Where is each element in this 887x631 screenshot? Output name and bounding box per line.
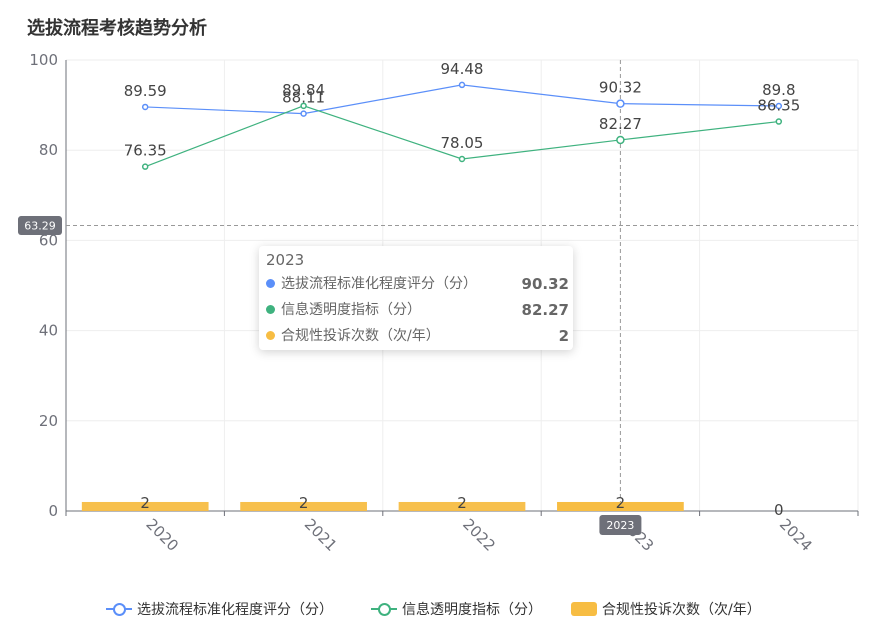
data-label: 89.59 — [124, 82, 167, 100]
crosshair-x-label: 2023 — [606, 519, 634, 532]
legend-item-score[interactable]: 选拔流程标准化程度评分（分） — [106, 597, 333, 621]
tooltip: 2023 选拔流程标准化程度评分（分） 90.32 信息透明度指标（分） 82.… — [259, 246, 573, 350]
bar — [240, 501, 367, 511]
y-tick-label: 0 — [48, 502, 58, 520]
data-point — [300, 102, 307, 110]
data-label: 88.11 — [282, 89, 325, 107]
data-point — [300, 110, 307, 117]
tooltip-row-value: 90.32 — [521, 275, 569, 293]
x-tick-label: 2021 — [301, 515, 341, 555]
y-tick-label: 60 — [39, 231, 58, 249]
chart-title: 选拔流程考核趋势分析 — [27, 18, 207, 39]
legend-bar-icon — [571, 602, 597, 616]
tooltip-row-value: 2 — [558, 327, 569, 345]
x-tick-label: 2024 — [776, 515, 816, 555]
crosshair-y-badge — [18, 216, 62, 236]
bar — [81, 501, 209, 511]
legend-line-icon — [106, 602, 132, 616]
data-label: 90.32 — [599, 79, 642, 97]
data-label: 82.27 — [599, 115, 642, 133]
bar-label: 0 — [774, 501, 784, 519]
data-label: 76.35 — [124, 142, 167, 160]
bar-label: 2 — [457, 494, 467, 512]
data-label: 78.05 — [441, 134, 484, 152]
data-point — [616, 99, 625, 108]
data-point — [141, 163, 149, 170]
tooltip-row-label: 信息透明度指标（分） — [281, 302, 421, 318]
data-label: 94.48 — [441, 60, 484, 78]
tooltip-dot — [266, 279, 275, 288]
bar-label: 2 — [616, 494, 626, 512]
tooltip-dot — [266, 331, 275, 340]
data-label: 86.35 — [757, 97, 800, 115]
data-label: 89.8 — [762, 81, 795, 99]
tooltip-row-label: 选拔流程标准化程度评分（分） — [281, 276, 477, 292]
bar-label: 2 — [299, 494, 309, 512]
data-point — [458, 155, 466, 163]
y-tick-label: 100 — [29, 51, 58, 69]
legend: 选拔流程标准化程度评分（分） 信息透明度指标（分） 合规性投诉次数（次/年） — [0, 597, 887, 621]
legend-label: 合规性投诉次数（次/年） — [602, 602, 761, 618]
data-point — [775, 102, 783, 110]
legend-item-transparency[interactable]: 信息透明度指标（分） — [371, 597, 542, 621]
legend-label: 选拔流程标准化程度评分（分） — [137, 602, 333, 618]
crosshair-x-badge — [599, 515, 642, 535]
crosshair-y-label: 63.29 — [24, 220, 56, 233]
series-line — [145, 84, 779, 115]
bar — [398, 501, 526, 511]
bar-label: 2 — [140, 494, 150, 512]
tooltip-row-label: 合规性投诉次数（次/年） — [281, 328, 440, 344]
tooltip-header: 2023 — [266, 251, 305, 269]
tooltip-row: 合规性投诉次数（次/年） 2 — [266, 325, 569, 347]
data-point — [458, 81, 466, 89]
bar — [557, 501, 684, 511]
y-tick-label: 40 — [39, 322, 58, 340]
data-point — [616, 135, 625, 145]
tooltip-row: 信息透明度指标（分） 82.27 — [266, 299, 569, 321]
data-point — [775, 118, 783, 125]
legend-label: 信息透明度指标（分） — [402, 602, 542, 618]
tooltip-row-value: 82.27 — [521, 301, 569, 319]
x-tick-label: 2020 — [142, 515, 182, 555]
tooltip-dot — [266, 305, 275, 314]
x-tick-label: 2022 — [459, 515, 499, 555]
y-tick-label: 80 — [39, 141, 58, 159]
y-tick-label: 20 — [39, 412, 58, 430]
tooltip-row: 选拔流程标准化程度评分（分） 90.32 — [266, 273, 569, 295]
data-label: 89.84 — [282, 81, 325, 99]
legend-line-icon — [371, 602, 397, 616]
data-point — [141, 103, 149, 111]
legend-item-complaints[interactable]: 合规性投诉次数（次/年） — [571, 597, 761, 621]
